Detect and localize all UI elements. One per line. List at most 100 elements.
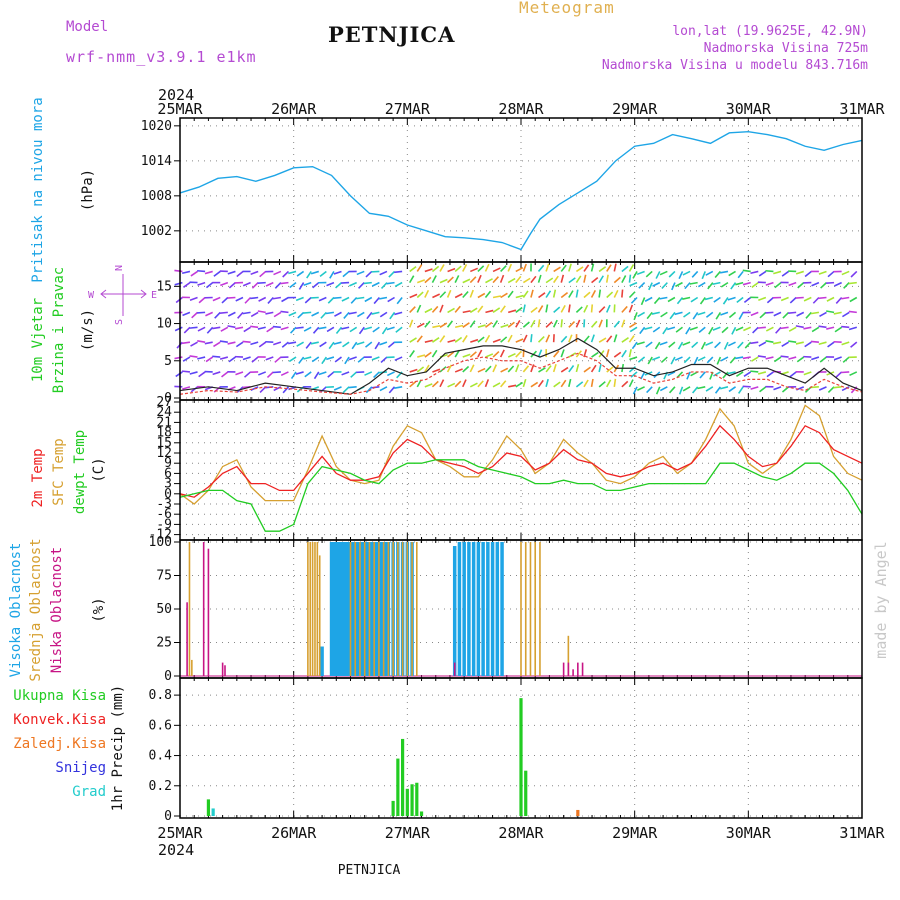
wind-barb <box>545 263 550 272</box>
wind-barb <box>197 326 206 332</box>
wind-barb <box>319 270 327 278</box>
mid-cloud-label: Srednja Oblacnost <box>28 538 44 681</box>
wind-barb <box>290 371 297 380</box>
wind-barb <box>522 321 530 328</box>
wind-barb <box>462 310 471 314</box>
wind-barb <box>652 281 661 287</box>
wind-barb <box>818 386 827 391</box>
wind-barb <box>621 337 629 343</box>
y-tick-label: 1020 <box>141 119 172 134</box>
wind-barb <box>492 364 498 373</box>
wind-barb <box>668 270 676 278</box>
wind-barb <box>538 367 546 373</box>
wind-barb <box>365 270 373 278</box>
wind-barb <box>492 267 501 273</box>
wind-barb <box>713 296 721 303</box>
wind-barb <box>605 274 609 283</box>
wind-barb <box>606 379 612 388</box>
total-precip-bar <box>405 788 409 816</box>
wind-barb <box>655 386 661 395</box>
wind-barb <box>265 356 274 361</box>
wind-barb <box>530 306 538 314</box>
wind-barb <box>606 335 613 343</box>
wind-barb <box>446 364 453 373</box>
wind-barb <box>605 304 611 313</box>
wind-barb <box>537 319 541 328</box>
wind-barb <box>447 339 456 343</box>
total-precip-bar <box>391 800 395 816</box>
wind-barb <box>758 341 767 347</box>
wind-barb <box>227 325 236 329</box>
wind-barb <box>454 336 463 343</box>
wind-barb <box>305 341 312 349</box>
wind-barb <box>723 341 729 350</box>
wind-barb <box>280 371 289 377</box>
wind-barb <box>750 270 759 275</box>
wind-gust-line <box>179 352 863 395</box>
wind-barb <box>714 341 721 349</box>
wind-barb <box>662 326 669 335</box>
wind-barb <box>303 326 312 332</box>
precip-bars <box>206 698 580 816</box>
wind-barb <box>492 320 499 328</box>
wind-barb <box>621 265 629 273</box>
wind-barb <box>492 382 501 388</box>
wind-barb <box>841 386 850 392</box>
wind-barb <box>744 341 752 349</box>
wind-barb <box>387 341 396 348</box>
mid-cloud-bar <box>354 542 357 676</box>
wind-barb <box>470 267 479 273</box>
wind-barb <box>273 270 282 276</box>
wind-barb <box>758 296 767 301</box>
wind-barb <box>274 356 282 363</box>
wind-barb <box>274 282 282 289</box>
wind-barb <box>774 281 782 289</box>
wind-barb <box>500 367 509 373</box>
y-tick-label: 9 <box>164 456 172 471</box>
wind-barb <box>462 278 471 284</box>
wind-barb <box>409 337 417 343</box>
wind-barb <box>469 382 478 388</box>
wind-barb <box>462 264 468 272</box>
wind-barb <box>530 334 533 343</box>
wind-barb <box>583 379 589 388</box>
wind-barb <box>477 336 485 343</box>
wind-barb <box>757 355 766 358</box>
wind-barb <box>250 325 259 329</box>
wind-barb <box>522 304 526 313</box>
wind-barb <box>333 386 342 391</box>
wind-barb <box>182 386 191 390</box>
wind-barb <box>590 304 594 313</box>
wind-barb <box>348 386 357 389</box>
wind-barb <box>265 311 274 315</box>
wind-barb <box>598 266 607 273</box>
wind-barb <box>675 326 683 333</box>
wind-barb <box>848 310 857 314</box>
wind-barb <box>507 263 513 272</box>
wind-barb <box>692 386 699 394</box>
wind-barb <box>705 270 714 276</box>
wind-barb <box>751 281 759 288</box>
wind-barb <box>454 293 463 299</box>
wind-barb <box>659 270 668 276</box>
wind-barb <box>477 305 484 313</box>
wind-barb <box>606 291 614 299</box>
wind-barb <box>251 356 259 363</box>
wind-barb <box>446 320 454 328</box>
wind-barb <box>197 339 206 343</box>
wind-barb <box>409 275 415 284</box>
wind-barb <box>365 341 373 348</box>
wind-barb <box>470 338 479 343</box>
wind-barb <box>804 341 812 348</box>
wind-barb <box>765 281 774 286</box>
wind-barb <box>765 326 774 332</box>
wind-barb <box>849 296 858 303</box>
wind-barb <box>484 263 490 272</box>
mid-cloud-bar <box>349 542 352 676</box>
wind-barb <box>575 266 584 273</box>
wind-barb <box>280 326 289 331</box>
wind-barb <box>683 311 691 318</box>
x-year-label-bottom: 2024 <box>158 841 194 859</box>
wind-barb <box>273 311 282 318</box>
mid-cloud-bar <box>416 542 418 676</box>
